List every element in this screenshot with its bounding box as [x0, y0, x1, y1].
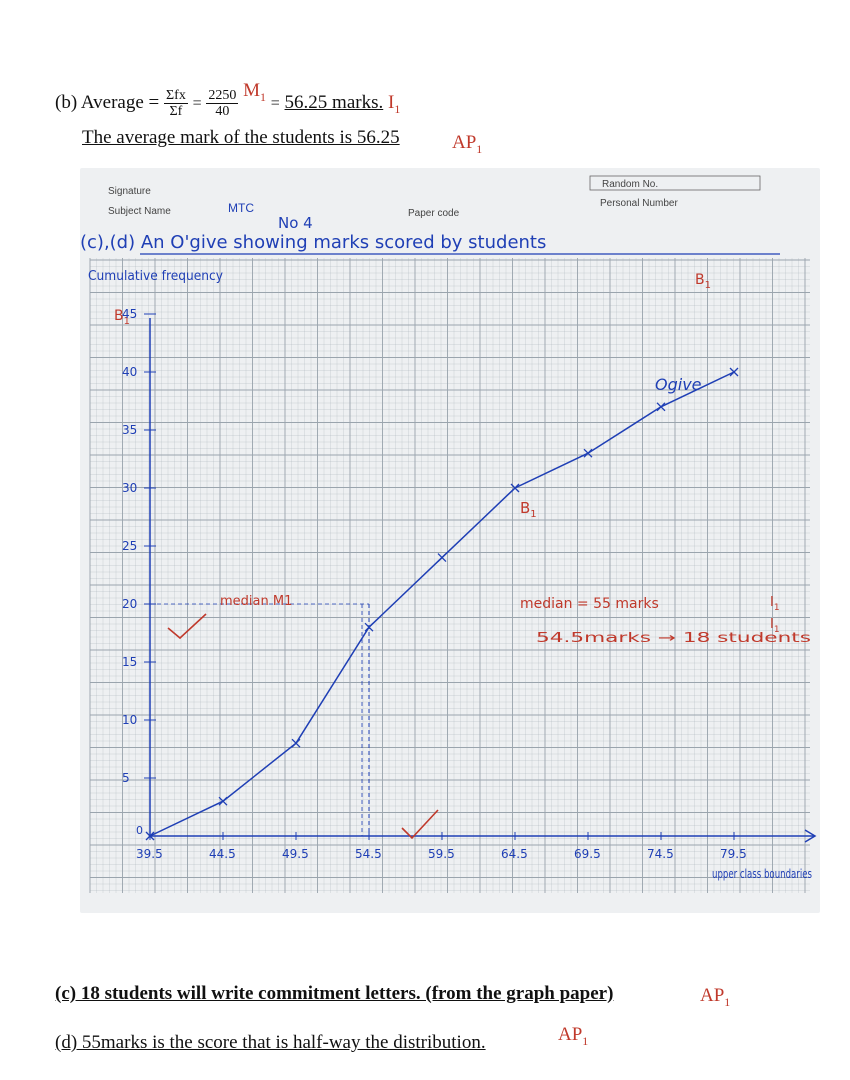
answer-note-2: 54.5marks → 18 students — [536, 631, 811, 646]
y-tick-label: 15 — [122, 655, 137, 669]
average-formula: (b) Average = Σfx Σf = 2250 40 M1 = 56.2… — [55, 80, 401, 119]
y-tick-label: 20 — [122, 597, 137, 611]
ogive-point-cross — [656, 402, 666, 412]
y-axis-label: Cumulative frequency — [88, 269, 223, 284]
frac2-numerator: 2250 — [208, 88, 237, 103]
x-tick-label: 69.5 — [574, 847, 601, 861]
paper-code-label: Paper code — [408, 208, 460, 219]
y-tick-label: 30 — [122, 481, 137, 495]
average-label: (b) Average = — [55, 91, 160, 113]
graph-paper-photo: Signature Subject Name MTC Paper code Ra… — [80, 168, 820, 913]
y-tick-label: 25 — [122, 539, 137, 553]
x-tick-label: 59.5 — [428, 847, 455, 861]
y-tick-label: 45 — [122, 307, 137, 321]
average-result: 56.25 marks. — [284, 91, 384, 113]
sheet-number: No 4 — [278, 214, 313, 232]
x-tick-label: 74.5 — [647, 847, 674, 861]
frac2-denominator: 40 — [206, 103, 239, 119]
ogive-point-cross — [437, 553, 447, 563]
ap-mark-b: AP1 — [452, 132, 483, 156]
equals-sign: = — [192, 94, 202, 112]
average-conclusion: The average mark of the students is 56.2… — [82, 127, 400, 148]
frac1-denominator: Σf — [169, 104, 183, 119]
x-axis-note: upper class boundaries — [712, 867, 812, 881]
value-fraction: 2250 40 — [206, 88, 239, 119]
ogive-point-cross — [729, 367, 739, 377]
signature-label: Signature — [108, 186, 151, 197]
x-tick-label: 79.5 — [720, 847, 747, 861]
answer-c: (c) 18 students will write commitment le… — [55, 983, 614, 1004]
ogive-point-cross — [145, 831, 155, 841]
ogive-label: Ogive — [655, 375, 702, 394]
subject-value: MTC — [228, 201, 254, 215]
x-tick-label: 54.5 — [355, 847, 382, 861]
ogive-point-cross — [291, 738, 301, 748]
x-tick-label: 39.5 — [136, 847, 163, 861]
b-mark-title: B1 — [695, 272, 711, 291]
y-tick-label: 10 — [122, 713, 137, 727]
interpretation-mark: I1 — [387, 91, 401, 116]
x-tick-label: 49.5 — [282, 847, 309, 861]
frac1-numerator: Σfx — [164, 88, 188, 104]
method-mark: M1 — [243, 79, 267, 104]
graph-title: (c),(d) An O'give showing marks scored b… — [80, 232, 546, 253]
ogive-point-cross — [218, 796, 228, 806]
ogive-point-cross — [583, 448, 593, 458]
y-tick-label: 35 — [122, 423, 137, 437]
sum-fraction: Σfx Σf — [164, 88, 188, 119]
ap-mark-c: AP1 — [700, 985, 731, 1009]
personal-number-label: Personal Number — [600, 198, 678, 209]
b-mark-axis: B1 — [114, 308, 130, 327]
median-note: median M1 — [220, 594, 292, 609]
answer-d: (d) 55marks is the score that is half-wa… — [55, 1032, 486, 1053]
y-tick-label: 0 — [136, 824, 143, 837]
ogive-point-cross — [364, 622, 374, 632]
answer-note-1: median = 55 marks — [520, 596, 659, 612]
i-mark-2: I1 — [770, 617, 780, 635]
i-mark-1: I1 — [770, 595, 780, 613]
x-tick-label: 64.5 — [501, 847, 528, 861]
x-tick-label: 44.5 — [209, 847, 236, 861]
ogive-point-cross — [510, 483, 520, 493]
ap-mark-d: AP1 — [558, 1024, 589, 1048]
y-tick-label: 40 — [122, 365, 137, 379]
ogive-graph: Signature Subject Name MTC Paper code Ra… — [80, 175, 817, 893]
random-no-label: Random No. — [602, 179, 658, 190]
subject-label: Subject Name — [108, 206, 171, 217]
equals-sign-2: = — [270, 94, 280, 112]
b-mark-curve: B1 — [520, 499, 537, 520]
y-tick-label: 5 — [122, 771, 130, 785]
